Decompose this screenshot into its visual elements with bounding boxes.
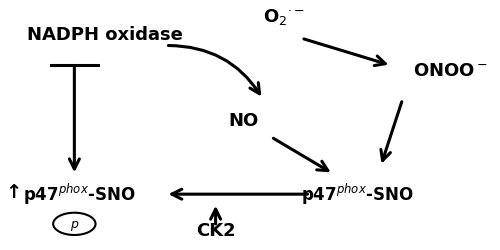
Text: NO: NO	[228, 112, 259, 129]
Text: p47$^{phox}$-SNO: p47$^{phox}$-SNO	[23, 180, 136, 206]
Text: O$_2$$^{·-}$: O$_2$$^{·-}$	[263, 7, 305, 27]
Text: ↑: ↑	[5, 182, 21, 201]
Text: p47$^{phox}$-SNO: p47$^{phox}$-SNO	[300, 180, 413, 206]
Text: p: p	[70, 218, 78, 230]
Text: ONOO$^-$: ONOO$^-$	[414, 62, 488, 80]
Text: CK2: CK2	[196, 221, 235, 239]
Text: NADPH oxidase: NADPH oxidase	[27, 26, 183, 44]
